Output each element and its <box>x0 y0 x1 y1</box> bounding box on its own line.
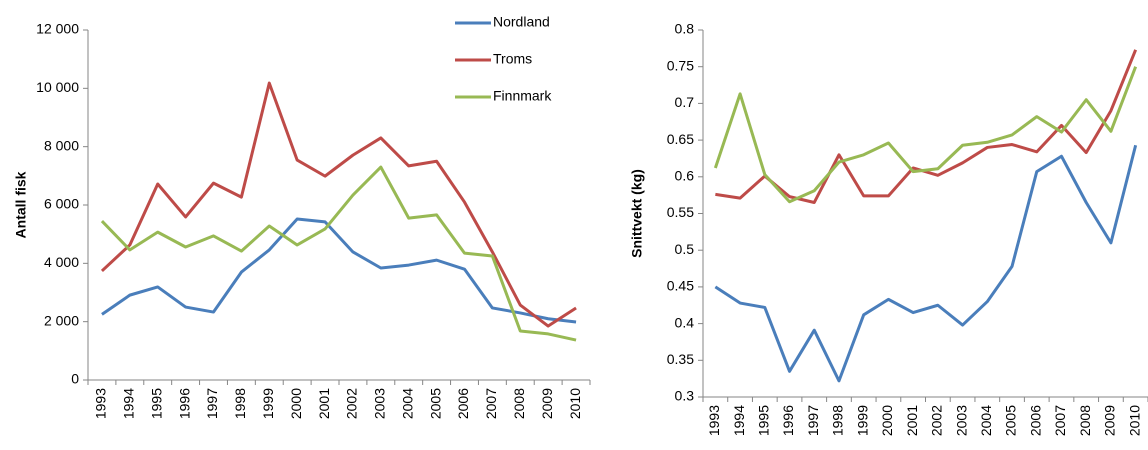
y-axis-title: Snittvekt (kg) <box>629 169 645 258</box>
x-tick-label: 1994 <box>731 405 747 436</box>
x-tick-label: 2006 <box>455 388 471 419</box>
y-tick-label: 0.75 <box>667 57 694 73</box>
series-line <box>100 81 577 328</box>
series-line <box>100 165 577 342</box>
x-tick-label: 2008 <box>511 388 527 419</box>
x-tick-label: 2003 <box>953 405 969 436</box>
y-tick-label: 0.4 <box>675 314 695 330</box>
x-tick-label: 2009 <box>539 388 555 419</box>
y-axis-title: Antall fisk <box>13 171 29 238</box>
x-tick-label: 1997 <box>204 388 220 419</box>
x-tick-label: 2004 <box>399 388 415 419</box>
y-tick-label: 6 000 <box>44 196 79 212</box>
x-tick-label: 1996 <box>176 388 192 419</box>
x-tick-label: 1997 <box>805 405 821 436</box>
x-tick-label: 2005 <box>427 388 443 419</box>
x-tick-label: 1996 <box>780 405 796 436</box>
x-tick-label: 1993 <box>706 405 722 436</box>
x-tick-label: 1998 <box>232 388 248 419</box>
y-tick-label: 0.45 <box>667 278 694 294</box>
y-tick-label: 0.3 <box>675 388 695 404</box>
x-tick-label: 2009 <box>1102 405 1118 436</box>
x-tick-label: 1999 <box>854 405 870 436</box>
x-tick-label: 2003 <box>372 388 388 419</box>
x-tick-label: 2008 <box>1077 405 1093 436</box>
y-tick-label: 12 000 <box>36 21 79 37</box>
x-tick-label: 2001 <box>904 405 920 436</box>
y-tick-label: 0.8 <box>675 21 695 37</box>
legend-label: Finnmark <box>493 88 552 104</box>
x-tick-label: 2002 <box>344 388 360 419</box>
series-line <box>713 66 1138 204</box>
y-tick-label: 0.35 <box>667 351 694 367</box>
y-tick-label: 0.7 <box>675 94 695 110</box>
y-tick-label: 0.65 <box>667 131 694 147</box>
x-tick-label: 2010 <box>1126 405 1142 436</box>
x-tick-label: 2006 <box>1027 405 1043 436</box>
x-tick-label: 2007 <box>1052 405 1068 436</box>
x-tick-label: 1995 <box>148 388 164 419</box>
x-tick-label: 2004 <box>978 405 994 436</box>
x-tick-label: 2002 <box>929 405 945 436</box>
x-tick-label: 2000 <box>879 405 895 436</box>
x-tick-label: 2010 <box>567 388 583 419</box>
x-tick-label: 1994 <box>121 388 137 419</box>
x-tick-label: 1999 <box>260 388 276 419</box>
y-tick-label: 0.55 <box>667 204 694 220</box>
series-line <box>714 144 1138 383</box>
x-tick-label: 1995 <box>756 405 772 436</box>
x-tick-label: 2001 <box>316 388 332 419</box>
y-tick-label: 2 000 <box>44 312 79 328</box>
x-tick-label: 2007 <box>483 388 499 419</box>
y-tick-label: 0 <box>71 371 79 387</box>
y-tick-label: 4 000 <box>44 254 79 270</box>
x-tick-label: 2000 <box>288 388 304 419</box>
legend-label: Troms <box>493 51 532 67</box>
x-tick-label: 1993 <box>93 388 109 419</box>
y-tick-label: 0.6 <box>675 168 695 184</box>
legend-label: Nordland <box>493 14 550 30</box>
y-tick-label: 8 000 <box>44 137 79 153</box>
series-line <box>101 217 577 324</box>
y-tick-label: 10 000 <box>36 79 79 95</box>
y-tick-label: 0.5 <box>675 241 695 257</box>
x-tick-label: 2005 <box>1003 405 1019 436</box>
x-tick-label: 1998 <box>830 405 846 436</box>
